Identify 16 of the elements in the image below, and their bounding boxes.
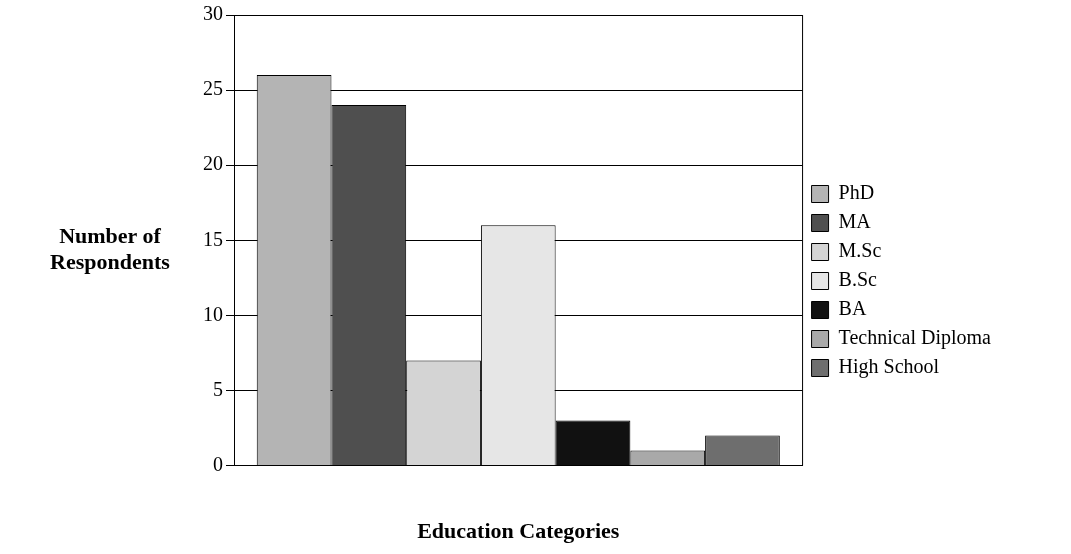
legend-label: High School	[838, 355, 940, 379]
y-tick-label: 25	[203, 77, 223, 100]
y-tick-label: 10	[203, 302, 223, 325]
legend-label: MA	[838, 210, 872, 233]
legend-label: Technical Diploma	[838, 326, 992, 350]
legend-label: PhD	[838, 181, 875, 204]
legend-label: B.Sc	[838, 268, 878, 291]
y-tick-label: 5	[213, 377, 223, 400]
x-axis-title: Education Categories	[417, 518, 620, 544]
legend-label: M.Sc	[838, 239, 882, 262]
y-tick-label: 0	[213, 452, 223, 475]
y-tick-label: 20	[203, 152, 223, 175]
y-tick-label: 15	[203, 227, 223, 250]
y-axis-title: Number of Respondents	[50, 222, 171, 274]
y-tick-label: 30	[203, 2, 223, 25]
legend-label: BA	[838, 297, 867, 320]
